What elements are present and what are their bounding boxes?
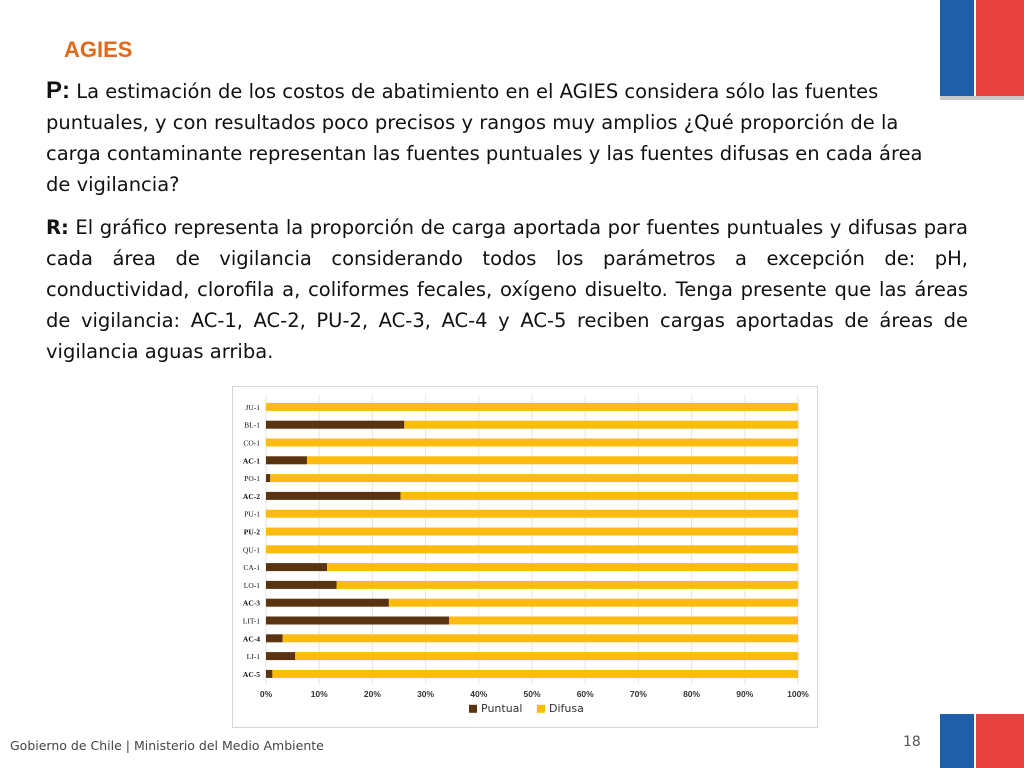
answer-paragraph: R: El gráfico representa la proporción d… bbox=[46, 212, 968, 367]
category-label: AC-3 bbox=[243, 599, 260, 608]
question-text: La estimación de los costos de abatimien… bbox=[46, 80, 923, 196]
bar-difusa bbox=[449, 616, 798, 625]
category-label: QU-1 bbox=[243, 545, 260, 554]
footer-text: Gobierno de Chile | Ministerio del Medio… bbox=[10, 738, 324, 753]
bar-difusa bbox=[266, 527, 798, 536]
category-label: LI-1 bbox=[247, 652, 261, 661]
bar-difusa bbox=[266, 509, 798, 518]
category-label: PU-1 bbox=[244, 510, 260, 519]
category-label: AC-4 bbox=[243, 634, 260, 643]
bar-difusa bbox=[336, 580, 798, 589]
question-paragraph: P: La estimación de los costos de abatim… bbox=[46, 75, 936, 200]
answer-text: El gráfico representa la proporción de c… bbox=[46, 216, 968, 363]
question-lead: P: bbox=[46, 77, 70, 104]
bar-puntual bbox=[266, 598, 389, 607]
bar-difusa bbox=[400, 491, 798, 500]
category-label: LO-1 bbox=[244, 581, 260, 590]
bar-difusa bbox=[270, 474, 799, 483]
category-label: PU-2 bbox=[244, 528, 260, 537]
bar-difusa bbox=[266, 438, 798, 447]
category-label: CA-1 bbox=[243, 563, 260, 572]
legend-label: Difusa bbox=[549, 702, 584, 715]
stacked-bar-chart: 0% 10% 20% 30% 40% 50% 60% 70% 80% 90% 100% JU-1 BL-… bbox=[243, 395, 809, 715]
x-tick-label: 20% bbox=[364, 689, 381, 699]
x-tick-label: 0% bbox=[260, 689, 273, 699]
category-label: BL-1 bbox=[244, 421, 260, 430]
category-label: CO-1 bbox=[243, 439, 260, 448]
bar-difusa bbox=[272, 669, 798, 678]
bar-puntual bbox=[266, 580, 337, 589]
x-tick-label: 30% bbox=[417, 689, 434, 699]
x-tick-label: 90% bbox=[736, 689, 753, 699]
flag-decoration-top bbox=[940, 0, 1024, 100]
flag-shadow bbox=[940, 96, 1024, 100]
bar-difusa bbox=[404, 420, 798, 429]
flag-blue-stripe bbox=[940, 714, 974, 768]
flag-blue-stripe bbox=[940, 0, 974, 98]
x-tick-label: 40% bbox=[470, 689, 487, 699]
bar-puntual bbox=[266, 456, 307, 465]
legend-swatch bbox=[469, 704, 477, 713]
bar-difusa bbox=[266, 545, 798, 554]
x-tick-label: 10% bbox=[311, 689, 328, 699]
flag-red-stripe bbox=[976, 0, 1024, 98]
chart-container: 0% 10% 20% 30% 40% 50% 60% 70% 80% 90% 100% JU-1 BL-… bbox=[232, 386, 818, 728]
bar-difusa bbox=[282, 634, 798, 643]
category-label: AC-1 bbox=[243, 456, 260, 465]
legend-label: Puntual bbox=[481, 702, 522, 715]
page-number: 18 bbox=[903, 734, 921, 750]
bar-puntual bbox=[266, 616, 450, 625]
flag-decoration-bottom bbox=[940, 714, 1024, 768]
x-tick-label: 60% bbox=[577, 689, 594, 699]
bar-puntual bbox=[266, 652, 296, 661]
bar-puntual bbox=[266, 474, 271, 483]
category-label: JU-1 bbox=[245, 403, 260, 412]
x-tick-label: 80% bbox=[683, 689, 700, 699]
bar-difusa bbox=[388, 598, 798, 607]
x-tick-label: 50% bbox=[523, 689, 540, 699]
bar-puntual bbox=[266, 420, 405, 429]
bar-difusa bbox=[327, 563, 798, 572]
category-label: LIT-1 bbox=[243, 617, 260, 626]
bar-puntual bbox=[266, 563, 328, 572]
legend-swatch bbox=[537, 704, 545, 713]
bar-puntual bbox=[266, 634, 283, 643]
category-label: AC-5 bbox=[243, 670, 260, 679]
flag-red-stripe bbox=[976, 714, 1024, 768]
x-tick-label: 100% bbox=[787, 689, 809, 699]
bar-puntual bbox=[266, 669, 273, 678]
x-tick-label: 70% bbox=[630, 689, 647, 699]
category-label: PO-1 bbox=[244, 474, 260, 483]
brand-title: AGIES bbox=[64, 37, 133, 62]
bar-difusa bbox=[295, 652, 798, 661]
bar-difusa bbox=[266, 402, 798, 411]
answer-lead: R: bbox=[46, 216, 69, 239]
bar-puntual bbox=[266, 491, 401, 500]
bar-difusa bbox=[306, 456, 798, 465]
category-label: AC-2 bbox=[243, 492, 260, 501]
